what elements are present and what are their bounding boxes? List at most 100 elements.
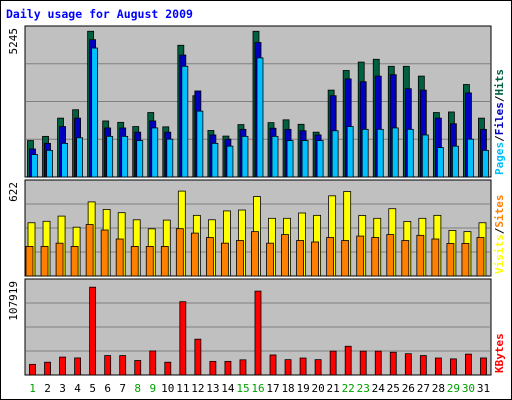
- legend-item: Sites: [493, 195, 506, 228]
- x-tick-label: 7: [119, 382, 126, 395]
- bar-kbytes-day-20: [314, 359, 322, 376]
- bar-sites-day-10: [160, 246, 169, 277]
- bar-sites-day-17: [266, 242, 274, 277]
- bar-sites-day-24: [371, 237, 380, 277]
- bar-sites-day-26: [401, 240, 410, 277]
- bar-pages-day-6: [106, 135, 114, 178]
- bar-pages-day-19: [301, 140, 309, 178]
- x-tick-label: 13: [206, 382, 219, 395]
- x-tick-label: 28: [432, 382, 445, 395]
- bar-kbytes-day-18: [284, 359, 292, 376]
- bar-pages-day-27: [421, 134, 429, 178]
- y-max-label-hits: 5245: [7, 28, 20, 55]
- bar-kbytes-day-9: [149, 350, 157, 376]
- bar-sites-day-9: [145, 246, 154, 277]
- bar-kbytes-day-7: [119, 355, 127, 376]
- x-tick-label: 12: [191, 382, 204, 395]
- legend-hits: Pages/Files/Hits: [493, 69, 506, 175]
- y-max-label-visits: 622: [7, 182, 20, 202]
- bar-kbytes-day-16: [254, 290, 262, 376]
- bar-pages-day-1: [31, 154, 38, 178]
- x-tick-label: 23: [357, 382, 370, 395]
- bar-kbytes-day-14: [224, 360, 232, 376]
- bar-kbytes-day-17: [269, 354, 277, 376]
- x-tick-label: 20: [312, 382, 325, 395]
- bar-kbytes-day-13: [209, 360, 217, 376]
- x-tick-label: 4: [74, 382, 81, 395]
- legend-item: /: [493, 227, 506, 234]
- x-tick-label: 26: [402, 382, 415, 395]
- legend-visits: Visits/Sites: [493, 195, 506, 275]
- bar-sites-day-7: [115, 238, 124, 277]
- bar-sites-day-2: [40, 246, 49, 277]
- bar-pages-day-8: [136, 140, 144, 178]
- x-tick-label: 8: [134, 382, 141, 395]
- x-tick-label: 16: [251, 382, 264, 395]
- bar-sites-day-22: [341, 240, 350, 277]
- bar-pages-day-29: [452, 145, 459, 178]
- legend-item: Visits: [493, 234, 506, 274]
- bar-sites-day-8: [130, 246, 139, 277]
- bar-kbytes-day-25: [389, 351, 397, 376]
- bar-pages-day-5: [91, 47, 99, 178]
- bar-sites-day-12: [190, 232, 199, 277]
- bar-sites-day-18: [281, 234, 289, 277]
- bar-pages-day-9: [151, 127, 159, 178]
- bar-pages-day-31: [482, 149, 489, 178]
- bar-kbytes-day-11: [179, 301, 187, 376]
- bar-pages-day-7: [121, 135, 129, 178]
- bar-pages-day-30: [467, 138, 474, 178]
- chart-title: Daily usage for August 2009: [6, 7, 193, 21]
- bar-pages-day-12: [196, 110, 204, 178]
- x-tick-label: 1: [29, 382, 36, 395]
- bar-pages-day-25: [391, 127, 399, 178]
- bar-kbytes-day-28: [434, 357, 442, 376]
- bar-kbytes-day-30: [465, 353, 472, 376]
- bar-kbytes-day-23: [359, 350, 367, 376]
- legend-item: Hits: [493, 69, 506, 96]
- y-max-label-kbytes: 107919: [7, 281, 20, 321]
- bar-sites-day-28: [431, 238, 440, 277]
- x-tick-label: 17: [266, 382, 279, 395]
- bar-sites-day-19: [296, 240, 304, 277]
- bar-pages-day-22: [346, 126, 354, 178]
- bar-kbytes-day-22: [344, 345, 352, 376]
- bar-kbytes-day-3: [59, 356, 66, 376]
- bar-pages-day-13: [211, 142, 219, 178]
- x-tick-label: 5: [89, 382, 96, 395]
- bar-pages-day-21: [331, 130, 339, 178]
- bar-sites-day-1: [25, 246, 34, 277]
- bar-kbytes-day-4: [74, 357, 81, 376]
- bar-sites-day-31: [476, 237, 485, 277]
- bar-sites-day-4: [70, 246, 79, 277]
- x-tick-label: 31: [477, 382, 490, 395]
- x-tick-label: 2: [44, 382, 51, 395]
- bar-sites-day-29: [446, 243, 455, 277]
- bar-pages-day-24: [376, 128, 384, 178]
- bar-pages-day-28: [436, 147, 444, 178]
- bar-kbytes-day-21: [329, 350, 337, 376]
- x-tick-label: 22: [342, 382, 355, 395]
- bar-pages-day-23: [361, 128, 369, 178]
- bar-pages-day-15: [241, 135, 249, 178]
- bar-pages-day-17: [271, 135, 279, 178]
- bar-kbytes-day-26: [404, 353, 412, 376]
- bar-sites-day-27: [416, 234, 425, 277]
- bar-pages-day-3: [61, 142, 68, 178]
- legend-item: /: [493, 95, 506, 102]
- bar-kbytes-day-5: [89, 286, 97, 376]
- bar-kbytes-day-29: [450, 358, 457, 376]
- x-tick-label: 15: [236, 382, 249, 395]
- x-tick-label: 29: [447, 382, 460, 395]
- bar-kbytes-day-12: [194, 338, 202, 376]
- bar-pages-day-16: [256, 57, 264, 178]
- bar-pages-day-18: [286, 140, 294, 178]
- bar-sites-day-30: [461, 243, 470, 277]
- bar-sites-day-14: [221, 242, 229, 277]
- legend-item: KBytes: [493, 333, 506, 373]
- bar-pages-day-10: [166, 138, 174, 178]
- bar-sites-day-21: [326, 237, 335, 277]
- bar-sites-day-25: [386, 234, 395, 277]
- x-tick-label: 10: [161, 382, 174, 395]
